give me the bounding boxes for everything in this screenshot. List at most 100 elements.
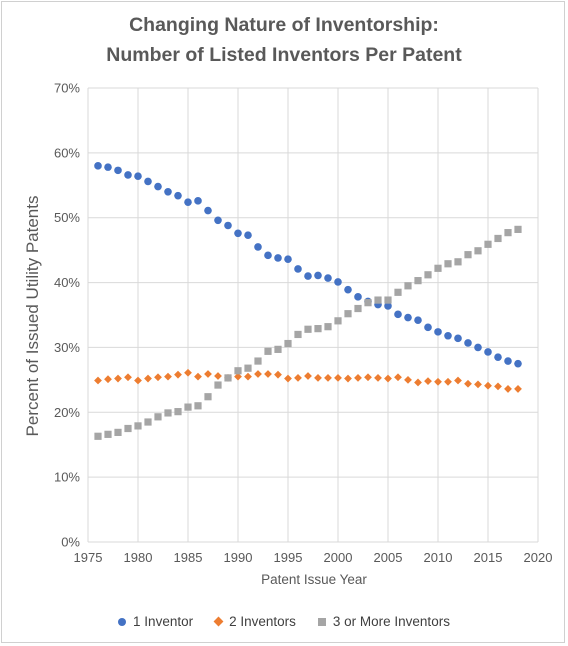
data-point-1-inventor	[94, 162, 102, 170]
data-point-3-or-more-inventors	[504, 229, 511, 236]
data-point-2-inventors	[214, 372, 222, 380]
legend-marker-diamond	[214, 617, 224, 627]
data-point-3-or-more-inventors	[124, 425, 131, 432]
legend-item-2-inventors: 2 Inventors	[215, 614, 296, 629]
data-point-2-inventors	[454, 377, 462, 385]
data-point-2-inventors	[384, 375, 392, 383]
data-point-3-or-more-inventors	[334, 317, 341, 324]
data-point-1-inventor	[444, 332, 452, 340]
data-point-2-inventors	[124, 373, 132, 381]
y-axis-label: Percent of Issued Utility Patents	[23, 196, 42, 437]
data-point-1-inventor	[214, 217, 222, 225]
data-point-1-inventor	[474, 344, 482, 352]
data-point-3-or-more-inventors	[274, 346, 281, 353]
data-point-1-inventor	[314, 272, 322, 280]
data-point-2-inventors	[394, 373, 402, 381]
data-point-2-inventors	[114, 375, 122, 383]
data-point-3-or-more-inventors	[474, 247, 481, 254]
data-point-1-inventor	[494, 353, 502, 361]
data-point-3-or-more-inventors	[194, 402, 201, 409]
data-point-2-inventors	[474, 380, 482, 388]
y-tick-label: 40%	[54, 275, 80, 290]
data-point-2-inventors	[194, 373, 202, 381]
data-point-2-inventors	[174, 371, 182, 379]
data-point-1-inventor	[134, 172, 142, 180]
data-point-2-inventors	[294, 374, 302, 382]
data-point-2-inventors	[164, 373, 172, 381]
data-point-2-inventors	[404, 376, 412, 384]
data-point-1-inventor	[504, 357, 512, 365]
data-point-1-inventor	[124, 171, 132, 179]
data-point-3-or-more-inventors	[204, 393, 211, 400]
data-point-2-inventors	[514, 385, 522, 393]
data-point-1-inventor	[224, 222, 232, 230]
data-point-1-inventor	[114, 167, 122, 175]
data-point-1-inventor	[234, 229, 242, 237]
data-point-3-or-more-inventors	[384, 296, 391, 303]
data-point-1-inventor	[304, 272, 312, 280]
y-tick-label: 50%	[54, 210, 80, 225]
data-point-1-inventor	[324, 274, 332, 282]
legend-item-1-inventor: 1 Inventor	[118, 614, 193, 629]
data-point-1-inventor	[404, 314, 412, 322]
x-tick-label: 1990	[224, 550, 253, 565]
data-point-1-inventor	[284, 255, 292, 263]
data-point-1-inventor	[164, 188, 172, 196]
data-point-2-inventors	[184, 369, 192, 377]
data-point-1-inventor	[514, 360, 522, 368]
data-point-1-inventor	[254, 243, 262, 251]
x-tick-label: 1995	[274, 550, 303, 565]
data-point-3-or-more-inventors	[434, 265, 441, 272]
data-point-2-inventors	[434, 378, 442, 386]
data-point-1-inventor	[414, 316, 422, 324]
chart-legend: 1 Inventor 2 Inventors 3 or More Invento…	[0, 614, 568, 629]
legend-item-3-or-more-inventors: 3 or More Inventors	[318, 614, 450, 629]
data-point-2-inventors	[94, 377, 102, 385]
x-tick-label: 2000	[324, 550, 353, 565]
data-point-3-or-more-inventors	[354, 305, 361, 312]
data-point-1-inventor	[144, 178, 152, 186]
data-point-1-inventor	[184, 198, 192, 206]
data-point-1-inventor	[154, 183, 162, 191]
data-point-1-inventor	[204, 207, 212, 215]
data-series	[94, 162, 522, 440]
data-point-2-inventors	[314, 374, 322, 382]
data-point-3-or-more-inventors	[304, 326, 311, 333]
data-point-3-or-more-inventors	[444, 260, 451, 267]
y-tick-label: 30%	[54, 340, 80, 355]
data-point-3-or-more-inventors	[494, 235, 501, 242]
data-point-3-or-more-inventors	[484, 241, 491, 248]
data-point-3-or-more-inventors	[294, 331, 301, 338]
data-point-1-inventor	[274, 254, 282, 262]
y-tick-label: 70%	[54, 81, 80, 96]
data-point-1-inventor	[464, 339, 472, 347]
data-point-3-or-more-inventors	[374, 296, 381, 303]
data-point-1-inventor	[264, 252, 272, 260]
data-point-1-inventor	[244, 231, 252, 239]
data-point-3-or-more-inventors	[144, 418, 151, 425]
x-tick-label: 2010	[424, 550, 453, 565]
data-point-1-inventor	[294, 265, 302, 273]
data-point-2-inventors	[144, 375, 152, 383]
x-tick-label: 1980	[124, 550, 153, 565]
data-point-2-inventors	[364, 373, 372, 381]
data-point-3-or-more-inventors	[254, 357, 261, 364]
data-point-2-inventors	[324, 374, 332, 382]
data-point-1-inventor	[424, 324, 432, 332]
data-point-2-inventors	[494, 382, 502, 390]
data-point-1-inventor	[344, 286, 352, 294]
data-point-2-inventors	[204, 370, 212, 378]
data-point-3-or-more-inventors	[314, 325, 321, 332]
data-point-2-inventors	[304, 372, 312, 380]
data-point-2-inventors	[444, 378, 452, 386]
data-point-2-inventors	[284, 375, 292, 383]
data-point-3-or-more-inventors	[94, 433, 101, 440]
y-tick-label: 10%	[54, 470, 80, 485]
x-tick-label: 1985	[174, 550, 203, 565]
x-axis-label: Patent Issue Year	[261, 572, 367, 587]
data-point-3-or-more-inventors	[184, 403, 191, 410]
data-point-3-or-more-inventors	[404, 282, 411, 289]
data-point-2-inventors	[354, 374, 362, 382]
data-point-2-inventors	[254, 370, 262, 378]
